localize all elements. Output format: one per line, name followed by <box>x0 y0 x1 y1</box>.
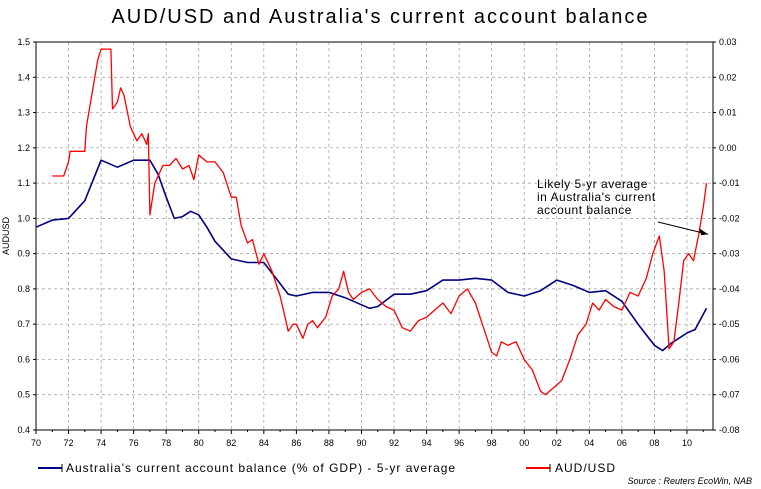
x-tick-label: 10 <box>682 438 692 448</box>
y-left-tick-label: 0.9 <box>17 249 30 259</box>
x-tick-label: 08 <box>649 438 659 448</box>
x-tick-label: 04 <box>584 438 594 448</box>
x-tick-label: 94 <box>422 438 432 448</box>
y-right-tick-label: 0.00 <box>719 143 737 153</box>
arrow-head <box>699 228 709 236</box>
y-left-tick-label: 1.2 <box>17 143 30 153</box>
x-tick-label: 78 <box>161 438 171 448</box>
y-left-tick-label: 1.0 <box>17 213 30 223</box>
y-left-tick-label: 0.8 <box>17 284 30 294</box>
x-tick-label: 02 <box>552 438 562 448</box>
y-right-tick-label: -0.08 <box>719 425 740 435</box>
plot-frame <box>35 41 714 431</box>
y-right-tick-label: -0.07 <box>719 390 740 400</box>
grid <box>36 42 713 430</box>
x-tick-label: 96 <box>454 438 464 448</box>
y-left-tick-label: 1.3 <box>17 108 30 118</box>
x-tick-label: 70 <box>31 438 41 448</box>
y-left-axis-label: AUDUSD <box>1 217 11 256</box>
x-tick-label: 76 <box>129 438 139 448</box>
legend-label: AUD/USD <box>555 461 616 475</box>
y-right-tick-label: 0.01 <box>719 108 737 118</box>
legend-label: Australia's current account balance (% o… <box>66 461 456 475</box>
y-right-tick-label: -0.05 <box>719 319 740 329</box>
series-line-audusd <box>52 48 708 396</box>
y-left-tick-label: 1.5 <box>17 37 30 47</box>
annotation-line: in Australia's current <box>537 190 656 204</box>
x-tick-label: 90 <box>356 438 366 448</box>
x-tick-label: 74 <box>96 438 106 448</box>
y-left-tick-label: 0.4 <box>17 425 30 435</box>
x-tick-label: 82 <box>226 438 236 448</box>
y-right-tick-label: 0.03 <box>719 37 737 47</box>
x-tick-label: 00 <box>519 438 529 448</box>
series <box>35 48 708 396</box>
y-right-tick-label: 0.02 <box>719 72 737 82</box>
x-tick-label: 72 <box>64 438 74 448</box>
chart-title: AUD/USD and Australia's current account … <box>111 6 650 28</box>
y-left-tick-label: 0.7 <box>17 319 30 329</box>
x-tick-label: 98 <box>487 438 497 448</box>
legend: Australia's current account balance (% o… <box>38 461 616 475</box>
y-left-tick-label: 0.6 <box>17 354 30 364</box>
annotation-line: account balance <box>537 203 632 217</box>
x-tick-label: 06 <box>617 438 627 448</box>
x-tick-label: 84 <box>259 438 269 448</box>
y-left-tick-label: 1.1 <box>17 178 30 188</box>
y-left-tick-label: 1.4 <box>17 72 30 82</box>
source-note: Source : Reuters EcoWin, NAB <box>628 476 752 486</box>
y-right-tick-label: -0.06 <box>719 354 740 364</box>
annotation-arrow <box>657 221 709 235</box>
y-right-tick-label: -0.03 <box>719 249 740 259</box>
x-tick-label: 88 <box>324 438 334 448</box>
axes: 1.5 1.4 1.3 1.2 1.1 1.0 0.9 0.8 0.7 0.6 0.5 0.4 0.03… <box>1 37 740 448</box>
x-tick-label: 86 <box>291 438 301 448</box>
x-tick-label: 80 <box>194 438 204 448</box>
series-line-current-account <box>35 159 708 352</box>
annotation-line: Likely 5-yr average <box>537 177 648 191</box>
y-left-tick-label: 0.5 <box>17 390 30 400</box>
y-right-tick-label: -0.01 <box>719 178 740 188</box>
x-tick-label: 92 <box>389 438 399 448</box>
y-right-tick-label: -0.02 <box>719 213 740 223</box>
y-right-tick-label: -0.04 <box>719 284 740 294</box>
